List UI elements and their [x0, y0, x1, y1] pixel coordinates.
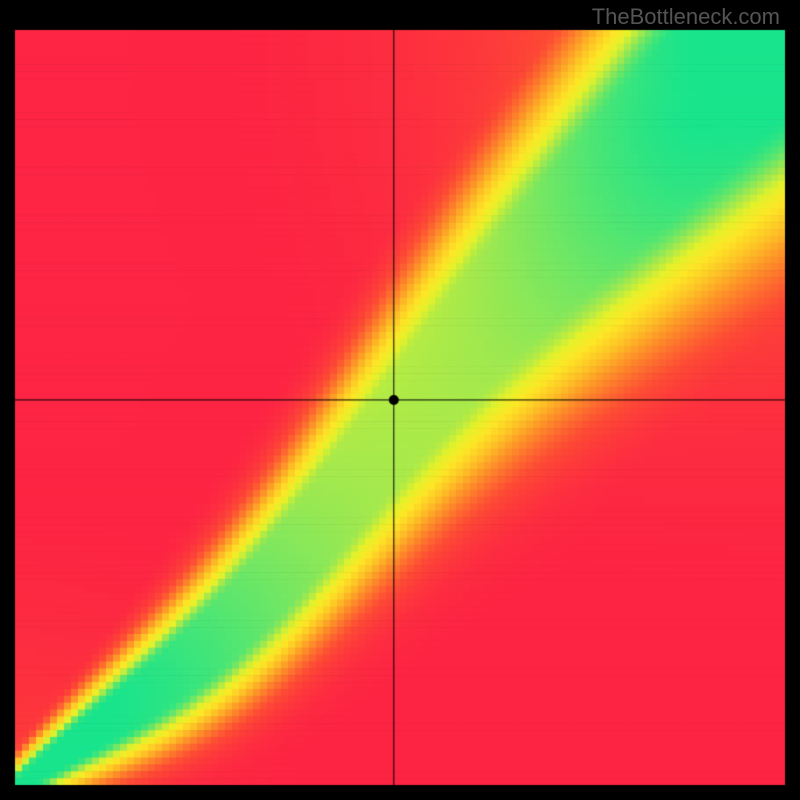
heatmap-canvas	[0, 0, 800, 800]
watermark-text: TheBottleneck.com	[592, 4, 780, 30]
chart-page: { "watermark": { "text": "TheBottleneck.…	[0, 0, 800, 800]
